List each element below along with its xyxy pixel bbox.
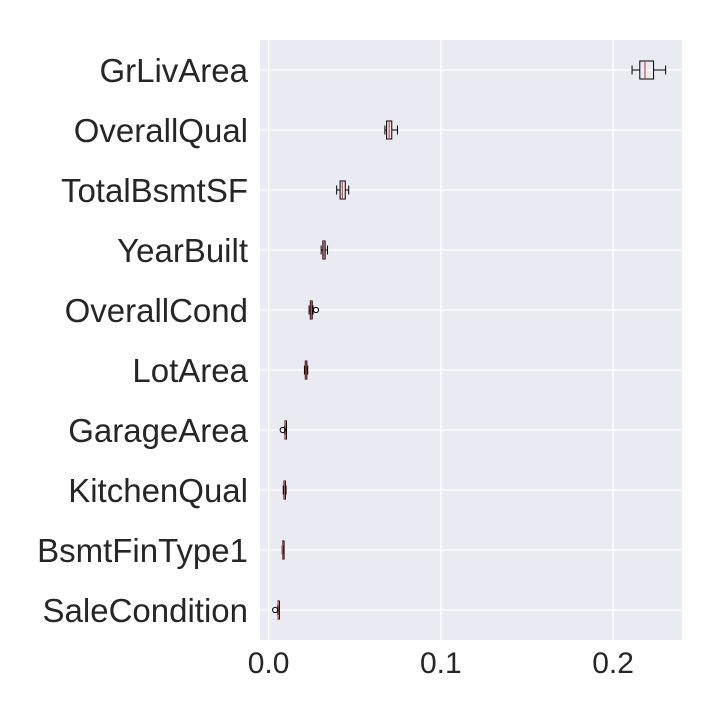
iqr-box (639, 60, 655, 80)
category-labels: GrLivArea OverallQual TotalBsmtSF YearBuilt… (37, 52, 249, 629)
boxplot-yearbuilt (320, 240, 329, 260)
x-axis-tick-labels: 0.0 0.1 0.2 (248, 647, 634, 680)
boxplot-lotarea (303, 360, 309, 380)
outlier-point (312, 306, 320, 314)
outlier-point (272, 606, 279, 614)
boxplot-overallcond (308, 300, 320, 320)
outlier-point (279, 426, 286, 434)
category-label: SaleCondition (43, 592, 248, 629)
category-label: YearBuilt (117, 232, 248, 269)
boxplot-bsmtfintype1 (281, 540, 285, 560)
category-label: OverallQual (74, 112, 248, 149)
x-tick-label: 0.2 (592, 647, 634, 680)
boxplot-overallqual (384, 120, 398, 140)
category-label: OverallCond (65, 292, 248, 329)
category-label: GrLivArea (99, 52, 248, 89)
category-label: KitchenQual (68, 472, 248, 509)
plot-area (260, 40, 682, 640)
boxplot-garagearea (279, 420, 287, 440)
boxplot-kitchenqual (282, 480, 287, 500)
category-label: GarageArea (68, 412, 248, 449)
boxplot-grlivarea (631, 60, 667, 80)
x-tick-label: 0.0 (248, 647, 290, 680)
box-series (272, 60, 667, 620)
boxplot-totalbsmtsf (336, 180, 350, 200)
gridlines (260, 40, 682, 640)
x-tick-label: 0.1 (420, 647, 462, 680)
category-label: TotalBsmtSF (61, 172, 248, 209)
boxplot-salecondition (272, 600, 280, 620)
category-label: BsmtFinType1 (37, 532, 248, 569)
category-label: LotArea (132, 352, 248, 389)
